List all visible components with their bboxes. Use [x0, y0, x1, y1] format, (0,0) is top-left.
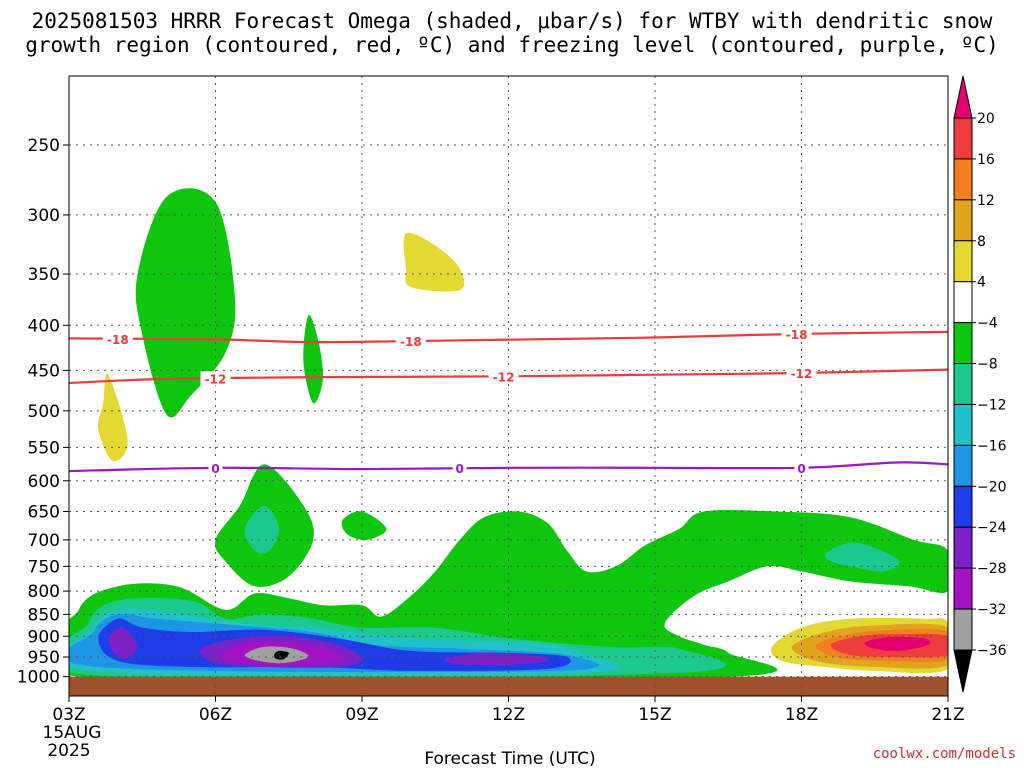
x-tick-label: 03Z — [52, 705, 85, 725]
colorbar-bottom-arrow — [953, 649, 973, 693]
colorbar-swatch — [953, 158, 973, 201]
y-tick-label: 700 — [28, 531, 60, 551]
y-tick-label: 950 — [28, 648, 60, 668]
x-tick-label: 15Z — [638, 705, 671, 725]
y-tick-label: 350 — [28, 265, 60, 285]
colorbar-swatch — [953, 199, 973, 242]
omega-region — [108, 627, 138, 660]
contour-label-bg — [200, 371, 231, 386]
x-tick-label: 09Z — [345, 705, 378, 725]
y-tick-label: 500 — [28, 402, 60, 422]
y-tick-label: 550 — [28, 438, 60, 458]
contour-label-bg — [102, 331, 133, 346]
colorbar-swatch — [953, 281, 973, 324]
contour-label: -18 — [786, 328, 808, 342]
colorbar-label: 8 — [977, 234, 986, 250]
y-tick-label: 650 — [28, 502, 60, 522]
omega-region — [864, 636, 931, 652]
y-tick-label: 750 — [28, 557, 60, 577]
y-tick-label: 850 — [28, 605, 60, 625]
contour-label-bg — [452, 461, 467, 476]
colorbar-label: −28 — [977, 561, 1007, 577]
contour-label: -18 — [400, 335, 422, 349]
contour-labels: -18 -18 -18 -12 -12 -12 0 0 0 — [102, 326, 817, 476]
colorbar-label: −12 — [977, 397, 1007, 413]
colorbar-swatch — [953, 117, 973, 160]
colorbar-swatch — [953, 322, 973, 365]
colorbar-swatch — [953, 363, 973, 405]
omega-region — [135, 188, 236, 418]
chart-title-line1: 2025081503 HRRR Forecast Omega (shaded, … — [31, 9, 993, 33]
colorbar-swatch — [953, 485, 973, 528]
y-tick-label: 400 — [28, 316, 60, 336]
contour-label: -12 — [205, 372, 227, 386]
omega-region — [303, 314, 324, 404]
omega-region — [341, 511, 387, 541]
x-tick-label: 06Z — [199, 705, 232, 725]
contour-label-bg — [786, 365, 817, 380]
colorbar-swatch — [953, 608, 973, 651]
y-tick-label: 900 — [28, 627, 60, 647]
chart-title-line2: growth region (contoured, red, ºC) and f… — [25, 33, 999, 57]
colorbar-label: −36 — [977, 643, 1007, 659]
colorbar-swatch — [953, 526, 973, 569]
omega-region — [403, 232, 465, 292]
x-start-date-line2: 2025 — [47, 741, 90, 761]
omega-region — [824, 542, 900, 572]
omega-shading — [69, 188, 948, 683]
colorbar-swatch — [953, 444, 973, 487]
colorbar-label: −20 — [977, 479, 1007, 495]
y-tick-label: 250 — [28, 136, 60, 156]
colorbar-swatch — [953, 403, 973, 446]
credit-text: coolwx.com/models — [872, 746, 1016, 762]
contour-label: -18 — [107, 333, 129, 347]
colorbar-label: −24 — [977, 520, 1007, 536]
omega-region — [443, 652, 549, 666]
colorbar-label: 4 — [977, 275, 986, 291]
omega-region — [274, 650, 289, 660]
contour-label: 0 — [211, 462, 219, 476]
y-tick-label: 600 — [28, 472, 60, 492]
contour-label-bg — [794, 460, 809, 475]
x-start-date-line1: 15AUG — [43, 723, 102, 743]
colorbar-label: 16 — [977, 152, 995, 168]
x-tick-label: 12Z — [492, 705, 525, 725]
x-tick-label: 18Z — [785, 705, 818, 725]
contour-label-bg — [395, 333, 426, 348]
colorbar-swatch — [953, 240, 973, 283]
omega-region — [244, 505, 280, 554]
y-axis: 2503003504004505005506006507007508008509… — [17, 136, 69, 688]
omega-region — [97, 373, 128, 462]
x-tick-label: 21Z — [931, 705, 964, 725]
colorbar-swatch — [953, 567, 973, 610]
contour-label-bg — [208, 460, 223, 475]
x-axis-title: Forecast Time (UTC) — [424, 749, 595, 768]
contour-label: -12 — [493, 370, 515, 384]
colorbar-label: −32 — [977, 602, 1007, 618]
colorbar-label: −16 — [977, 438, 1007, 454]
contour-label: 0 — [797, 462, 805, 476]
colorbar-label: −4 — [977, 316, 998, 332]
contour-label: -12 — [791, 367, 813, 381]
y-tick-label: 1000 — [17, 668, 60, 688]
y-tick-label: 800 — [28, 582, 60, 602]
colorbar-label: 20 — [977, 111, 995, 127]
contour-label: 0 — [455, 462, 463, 476]
contour-label-bg — [781, 326, 812, 341]
contour-label-bg — [488, 369, 519, 384]
x-axis: 03Z 06Z 09Z 12Z 15Z 18Z 21Z — [52, 696, 965, 725]
colorbar: 20 16 12 8 4 −4 −8 −12 −16 −20 −24 −28 −32 −36 — [953, 75, 1007, 693]
colorbar-label: 12 — [977, 193, 995, 209]
y-tick-label: 300 — [28, 206, 60, 226]
colorbar-top-arrow — [953, 75, 973, 119]
y-tick-label: 450 — [28, 361, 60, 381]
colorbar-label: −8 — [977, 357, 998, 373]
